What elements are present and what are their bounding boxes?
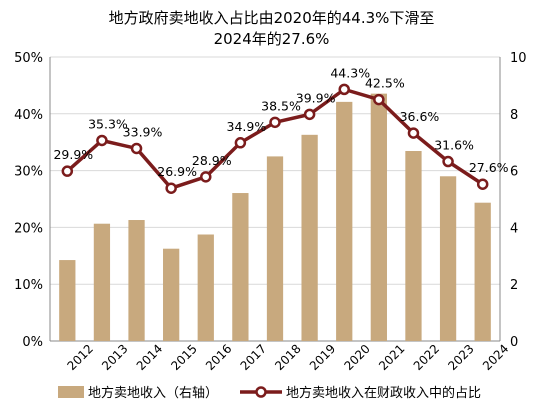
bar [266, 156, 284, 341]
x-tick-label: 2023 [445, 342, 476, 373]
y-right-tick-label: 0 [510, 335, 518, 350]
y-right-tick-label: 10 [510, 51, 527, 66]
bar [439, 176, 457, 341]
x-tick-label: 2024 [480, 342, 511, 373]
x-tick-label: 2020 [341, 342, 372, 373]
y-left-tick-label: 30% [14, 165, 43, 180]
bar [405, 151, 422, 341]
data-label: 29.9% [53, 147, 93, 162]
bar [93, 223, 111, 341]
y-right-tick-label: 4 [510, 221, 518, 236]
line-point [61, 165, 74, 177]
x-tick-label: 2016 [203, 342, 234, 373]
data-label: 38.5% [261, 98, 301, 113]
line-point [407, 127, 420, 139]
data-label: 36.6% [400, 109, 440, 124]
data-label: 34.9% [227, 119, 267, 134]
line-point [234, 137, 247, 149]
y-right-tick-label: 8 [510, 108, 518, 123]
x-tick-label: 2019 [307, 342, 338, 373]
chart-title-line2: 2024年的27.6% [213, 30, 330, 48]
chart-title-line1: 地方政府卖地收入占比由2020年的44.3%下滑至 [108, 9, 435, 27]
data-label: 42.5% [365, 76, 405, 91]
line-point [96, 134, 108, 147]
bar [128, 220, 145, 341]
bar [301, 134, 318, 341]
bar [474, 202, 491, 341]
data-label: 39.9% [296, 90, 336, 105]
legend-label-bar: 地方卖地收入（右轴） [88, 385, 218, 401]
bar [232, 193, 249, 341]
x-tick-label: 2014 [134, 342, 165, 373]
data-label: 26.9% [157, 164, 197, 179]
y-right-tick-label: 2 [510, 278, 518, 293]
line-point [303, 108, 316, 121]
data-label: 44.3% [330, 65, 370, 80]
legend-swatch-marker [255, 386, 267, 398]
x-tick-label: 2021 [376, 342, 407, 373]
bar [336, 101, 353, 341]
line-point [476, 178, 489, 190]
y-left-tick-label: 50% [14, 51, 43, 66]
y-left-tick-label: 10% [14, 278, 43, 293]
bar [59, 260, 76, 341]
y-left-tick-label: 0% [22, 335, 43, 350]
x-tick-label: 2022 [411, 342, 442, 373]
bar [163, 248, 180, 341]
y-right-tick-label: 6 [510, 165, 518, 180]
y-left-tick-label: 40% [14, 108, 43, 123]
line-point [269, 116, 281, 129]
legend-label-line: 地方卖地收入在财政收入中的占比 [286, 385, 481, 401]
line-point [338, 83, 350, 96]
bar [370, 93, 387, 341]
data-label: 35.3% [88, 116, 128, 131]
bar [197, 234, 214, 341]
data-label: 31.6% [434, 138, 474, 153]
x-tick-label: 2013 [99, 342, 130, 373]
data-label: 27.6% [469, 160, 509, 175]
x-tick-label: 2017 [238, 342, 269, 373]
line-point [200, 171, 212, 183]
data-label: 28.9% [192, 153, 232, 168]
y-left-tick-label: 20% [14, 221, 43, 236]
line-point [373, 93, 385, 106]
x-tick-label: 2015 [168, 342, 199, 373]
line-point [165, 182, 177, 194]
legend-swatch-bar [58, 386, 84, 398]
x-tick-label: 2018 [272, 342, 303, 373]
line-point [130, 142, 143, 155]
line-point [442, 155, 454, 168]
x-tick-label: 2012 [65, 342, 96, 373]
data-label: 33.9% [123, 124, 163, 139]
